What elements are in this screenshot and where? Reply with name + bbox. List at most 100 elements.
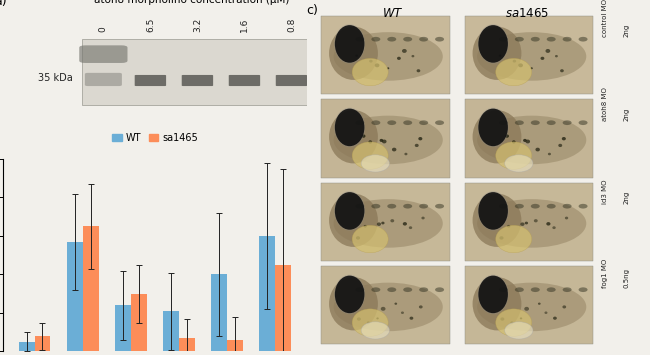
Ellipse shape	[402, 49, 407, 53]
Ellipse shape	[364, 225, 367, 228]
Ellipse shape	[335, 25, 365, 63]
Ellipse shape	[477, 199, 586, 248]
Ellipse shape	[558, 144, 562, 147]
Ellipse shape	[531, 287, 540, 292]
Ellipse shape	[473, 27, 521, 80]
Ellipse shape	[499, 236, 504, 240]
Ellipse shape	[381, 222, 385, 224]
Ellipse shape	[391, 219, 394, 222]
FancyBboxPatch shape	[182, 75, 213, 86]
Ellipse shape	[523, 139, 526, 142]
Ellipse shape	[371, 37, 380, 42]
Ellipse shape	[525, 140, 530, 143]
Ellipse shape	[335, 275, 365, 313]
Text: fog1 MO: fog1 MO	[602, 259, 608, 288]
Ellipse shape	[513, 60, 516, 62]
Ellipse shape	[403, 204, 412, 208]
Ellipse shape	[477, 32, 586, 81]
Ellipse shape	[496, 309, 532, 336]
Text: 6.5: 6.5	[146, 18, 155, 32]
Ellipse shape	[334, 108, 365, 147]
Ellipse shape	[496, 142, 532, 169]
Ellipse shape	[403, 120, 412, 125]
Ellipse shape	[417, 69, 421, 72]
Ellipse shape	[377, 223, 381, 226]
Ellipse shape	[352, 58, 388, 86]
FancyBboxPatch shape	[465, 99, 593, 178]
Ellipse shape	[499, 120, 508, 125]
Ellipse shape	[410, 317, 413, 320]
Ellipse shape	[563, 120, 571, 125]
Ellipse shape	[520, 317, 522, 320]
Ellipse shape	[525, 307, 529, 311]
Ellipse shape	[329, 277, 378, 331]
Text: 0.8: 0.8	[287, 18, 296, 32]
Ellipse shape	[335, 109, 365, 146]
Ellipse shape	[382, 140, 387, 143]
Bar	[227, 340, 243, 351]
FancyBboxPatch shape	[321, 16, 450, 94]
Ellipse shape	[376, 317, 379, 320]
Ellipse shape	[545, 311, 547, 314]
Text: a): a)	[0, 0, 6, 8]
Ellipse shape	[387, 204, 396, 208]
Bar	[19, 342, 34, 351]
Ellipse shape	[531, 37, 540, 42]
Ellipse shape	[435, 287, 444, 292]
Ellipse shape	[525, 222, 528, 224]
Ellipse shape	[333, 116, 443, 164]
Bar	[131, 294, 147, 351]
Ellipse shape	[335, 192, 365, 230]
Text: control MO: control MO	[602, 0, 608, 38]
Bar	[211, 274, 227, 351]
Ellipse shape	[521, 223, 525, 226]
Ellipse shape	[387, 67, 389, 69]
Ellipse shape	[419, 137, 422, 140]
Ellipse shape	[534, 219, 538, 222]
Ellipse shape	[547, 37, 556, 42]
Text: $\mathit{sa1465}$: $\mathit{sa1465}$	[504, 7, 549, 20]
FancyBboxPatch shape	[229, 75, 260, 86]
Ellipse shape	[409, 226, 412, 229]
Ellipse shape	[415, 144, 419, 147]
Ellipse shape	[499, 55, 502, 57]
FancyBboxPatch shape	[465, 266, 593, 344]
Ellipse shape	[473, 110, 521, 163]
FancyBboxPatch shape	[465, 16, 593, 94]
Ellipse shape	[419, 37, 428, 42]
Ellipse shape	[435, 120, 444, 125]
FancyBboxPatch shape	[85, 73, 122, 86]
Ellipse shape	[356, 204, 365, 208]
Ellipse shape	[562, 305, 566, 308]
FancyBboxPatch shape	[465, 183, 593, 261]
Ellipse shape	[478, 191, 509, 231]
Ellipse shape	[547, 120, 556, 125]
Ellipse shape	[357, 317, 361, 321]
Ellipse shape	[369, 140, 372, 143]
Ellipse shape	[355, 55, 358, 57]
Ellipse shape	[387, 120, 396, 125]
Ellipse shape	[478, 275, 509, 314]
Ellipse shape	[496, 58, 532, 86]
Ellipse shape	[361, 322, 389, 339]
Text: 2ng: 2ng	[624, 108, 630, 121]
Ellipse shape	[411, 55, 414, 58]
Ellipse shape	[401, 311, 404, 314]
Ellipse shape	[419, 204, 428, 208]
Ellipse shape	[560, 69, 564, 72]
Ellipse shape	[547, 204, 556, 208]
Ellipse shape	[329, 194, 378, 247]
Ellipse shape	[392, 148, 396, 152]
Ellipse shape	[381, 307, 385, 311]
Ellipse shape	[435, 204, 444, 208]
Ellipse shape	[356, 287, 365, 292]
Text: $\mathit{WT}$: $\mathit{WT}$	[382, 7, 404, 20]
Ellipse shape	[419, 120, 428, 125]
Text: 2ng: 2ng	[624, 24, 630, 38]
Ellipse shape	[565, 217, 568, 219]
Ellipse shape	[473, 194, 521, 247]
FancyBboxPatch shape	[321, 183, 450, 261]
Ellipse shape	[531, 204, 540, 208]
Ellipse shape	[334, 191, 365, 231]
Ellipse shape	[499, 287, 508, 292]
